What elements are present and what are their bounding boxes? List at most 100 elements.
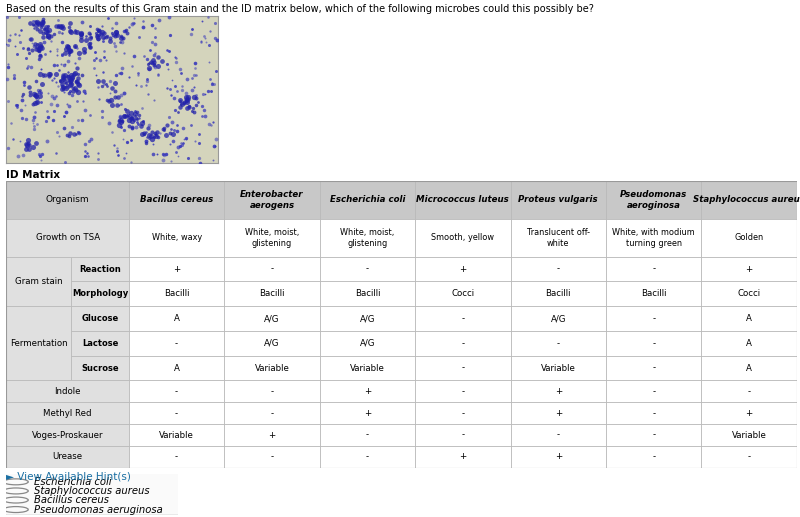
Point: [144, 45, 157, 54]
Point: [170, 147, 182, 156]
Point: [139, 81, 152, 89]
Bar: [415, 446, 510, 468]
Bar: [415, 446, 510, 468]
Point: [39, 117, 52, 125]
Point: [34, 92, 46, 100]
Point: [208, 19, 221, 27]
Point: [110, 47, 122, 55]
Point: [113, 115, 126, 124]
Point: [50, 47, 63, 55]
Bar: [606, 181, 702, 219]
Point: [122, 111, 134, 119]
Point: [47, 30, 60, 38]
Point: [106, 29, 118, 38]
Point: [82, 151, 94, 160]
Point: [24, 91, 37, 99]
Point: [42, 70, 55, 78]
Bar: [129, 256, 224, 281]
Point: [144, 132, 157, 140]
Point: [118, 27, 130, 35]
Point: [121, 138, 134, 146]
Bar: [71, 256, 129, 281]
Point: [188, 138, 201, 146]
Point: [56, 85, 69, 94]
Point: [69, 69, 82, 78]
Bar: [6, 402, 129, 424]
Point: [29, 17, 42, 25]
Bar: [510, 446, 606, 468]
Point: [68, 43, 81, 51]
Point: [68, 84, 81, 92]
Text: Variable: Variable: [350, 363, 385, 373]
Bar: [129, 306, 224, 331]
Point: [60, 100, 73, 108]
Bar: [510, 424, 606, 446]
Point: [56, 24, 69, 33]
Bar: [415, 331, 510, 356]
Point: [39, 23, 52, 31]
Bar: [415, 381, 510, 402]
Bar: [6, 381, 129, 402]
Point: [118, 49, 130, 57]
Point: [78, 147, 91, 155]
Point: [19, 145, 32, 154]
Bar: [510, 219, 606, 256]
Point: [8, 71, 21, 79]
Text: -: -: [747, 387, 750, 396]
Point: [54, 77, 66, 85]
Point: [78, 48, 90, 56]
Point: [162, 65, 175, 73]
Bar: [510, 402, 606, 424]
Point: [10, 101, 22, 109]
Point: [51, 45, 64, 54]
Text: Pseudomonas
aeroginosa: Pseudomonas aeroginosa: [620, 190, 687, 210]
Point: [74, 33, 87, 41]
Point: [181, 98, 194, 107]
Text: Cocci: Cocci: [451, 290, 474, 298]
Point: [110, 27, 122, 36]
Point: [34, 44, 46, 53]
Bar: [71, 356, 129, 381]
Point: [27, 113, 40, 121]
Point: [129, 111, 142, 119]
Point: [176, 100, 189, 108]
Bar: [129, 402, 224, 424]
Point: [175, 82, 188, 90]
Text: -: -: [747, 452, 750, 462]
Bar: [224, 256, 320, 281]
Bar: [320, 306, 415, 331]
Text: Bacilli: Bacilli: [354, 290, 380, 298]
Bar: [320, 381, 415, 402]
Point: [142, 121, 155, 129]
Point: [163, 140, 176, 148]
Point: [118, 112, 131, 120]
Bar: [224, 402, 320, 424]
Point: [62, 101, 75, 110]
Point: [179, 134, 192, 142]
Point: [148, 51, 161, 59]
Point: [114, 34, 127, 42]
Point: [50, 22, 62, 30]
Point: [163, 13, 176, 22]
Point: [29, 99, 42, 107]
Point: [138, 129, 150, 138]
Text: -: -: [175, 339, 178, 348]
Point: [73, 49, 86, 57]
Point: [36, 44, 49, 52]
Text: A: A: [174, 363, 179, 373]
Point: [64, 45, 77, 54]
Point: [34, 51, 46, 59]
Point: [140, 139, 153, 147]
Point: [52, 22, 65, 30]
Point: [123, 23, 136, 32]
Point: [34, 51, 47, 59]
Point: [73, 129, 86, 137]
Point: [65, 80, 78, 88]
Bar: [129, 219, 224, 256]
Bar: [320, 402, 415, 424]
Point: [133, 111, 146, 119]
Point: [30, 98, 43, 106]
Point: [82, 136, 95, 145]
Point: [53, 132, 66, 140]
Point: [83, 111, 96, 119]
